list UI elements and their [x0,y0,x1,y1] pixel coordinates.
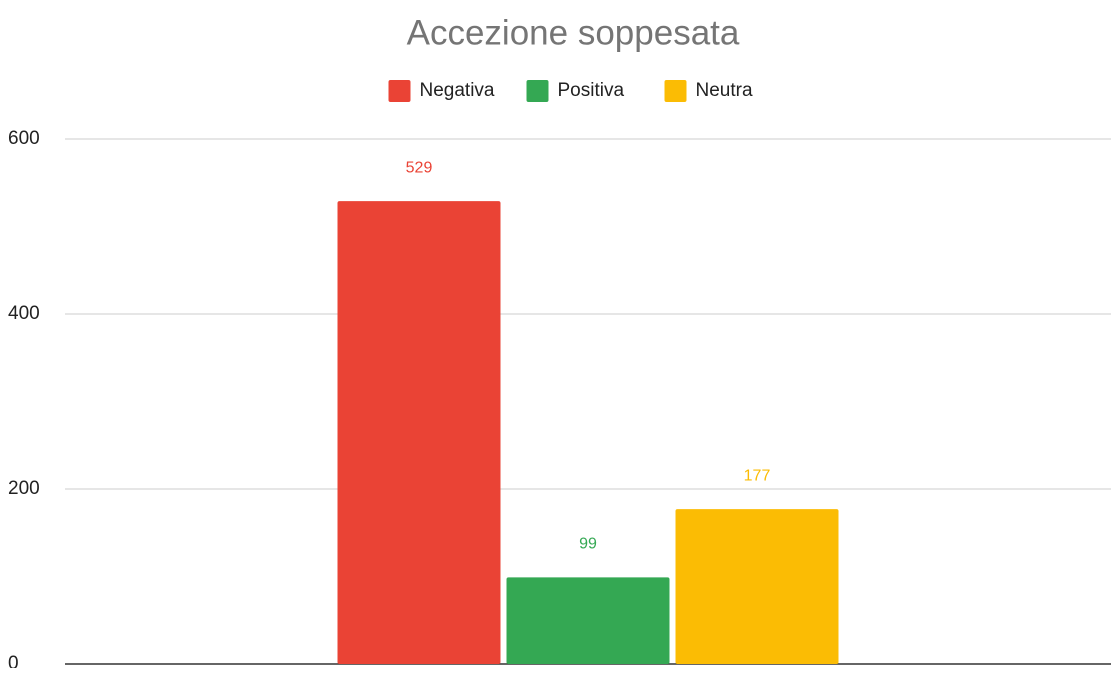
y-tick-label: 400 [8,303,40,324]
y-tick-label: 200 [8,478,40,499]
value-label: 177 [744,467,771,484]
y-tick-label: 0 [8,653,19,668]
legend-swatch [388,80,411,102]
legend-swatch [526,80,549,102]
legend-label: Positiva [558,80,625,101]
legend-swatch [664,80,687,102]
chart-title: Accezione soppesata [407,13,740,52]
value-label: 529 [406,159,433,176]
value-label: 99 [579,536,597,553]
bar [337,201,501,664]
bar [675,509,839,664]
legend-label: Neutra [696,80,753,101]
y-tick-label: 600 [8,128,40,149]
legend-label: Negativa [420,80,495,101]
bar [506,577,670,664]
